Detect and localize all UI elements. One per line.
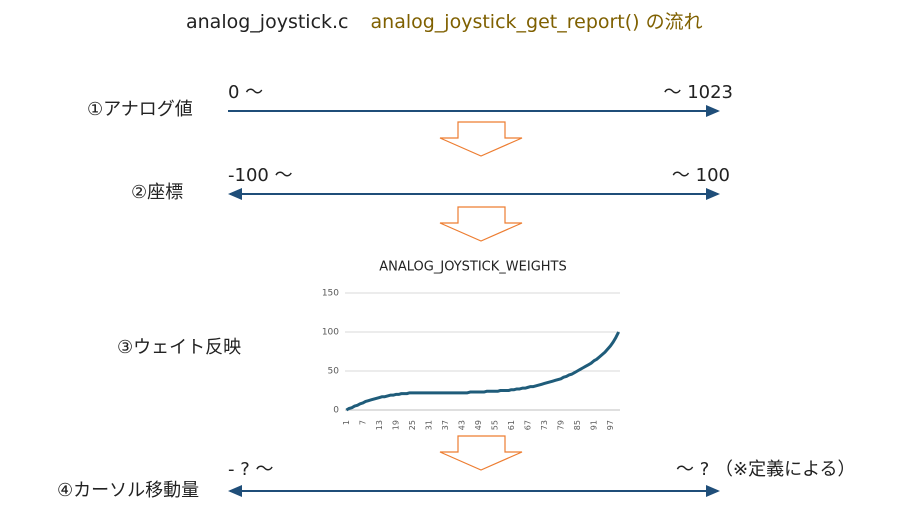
x-tick-label: 67 (523, 420, 532, 430)
x-tick-label: 13 (375, 420, 384, 430)
x-tick-label: 25 (408, 420, 417, 430)
down-arrow (439, 206, 523, 242)
title: analog_joystick.c analog_joystick_get_rep… (186, 11, 703, 33)
row-label: ③ウェイト反映 (117, 337, 241, 358)
range-right: 〜 ? （※定義による） (676, 459, 856, 480)
range-left: 0 〜 (228, 82, 263, 103)
x-tick-label: 1 (342, 420, 351, 425)
x-tick-label: 79 (556, 420, 565, 430)
x-tick-label: 73 (540, 420, 549, 430)
down-arrow (439, 435, 523, 471)
range-right: 〜 1023 (663, 82, 733, 103)
y-tick-label: 0 (333, 406, 339, 416)
x-tick-label: 49 (474, 420, 483, 430)
y-tick-label: 50 (328, 367, 340, 377)
range-left: - ? 〜 (228, 459, 274, 480)
chart: 0 50 100 150 1 7 13 19 25 31 37 43 49 55 61 67 73 79 85 91 9… (322, 289, 620, 430)
row-label: ①アナログ値 (87, 99, 193, 120)
y-tick-label: 150 (322, 289, 339, 299)
x-tick-label: 97 (606, 420, 615, 430)
chart-title: ANALOG_JOYSTICK_WEIGHTS (379, 260, 566, 275)
x-tick-label: 61 (507, 420, 516, 430)
x-tick-label: 7 (358, 420, 367, 425)
y-tick-label: 100 (322, 328, 339, 338)
x-tick-label: 31 (424, 420, 433, 430)
x-tick-label: 37 (441, 420, 450, 430)
title-file: analog_joystick.c (186, 11, 349, 33)
row-label: ②座標 (131, 182, 183, 203)
x-tick-label: 19 (391, 420, 400, 430)
range-right: 〜 100 (672, 165, 730, 186)
x-tick-label: 91 (589, 420, 598, 430)
x-tick-label: 55 (490, 420, 499, 430)
line (345, 331, 620, 412)
x-tick-label: 85 (573, 420, 582, 430)
title-function: analog_joystick_get_report() (371, 11, 640, 33)
x-tick-label: 43 (457, 420, 466, 430)
range-left: -100 〜 (228, 165, 293, 186)
down-arrow (439, 121, 523, 157)
title-suffix: の流れ (646, 11, 703, 33)
row-label: ④カーソル移動量 (57, 480, 199, 501)
